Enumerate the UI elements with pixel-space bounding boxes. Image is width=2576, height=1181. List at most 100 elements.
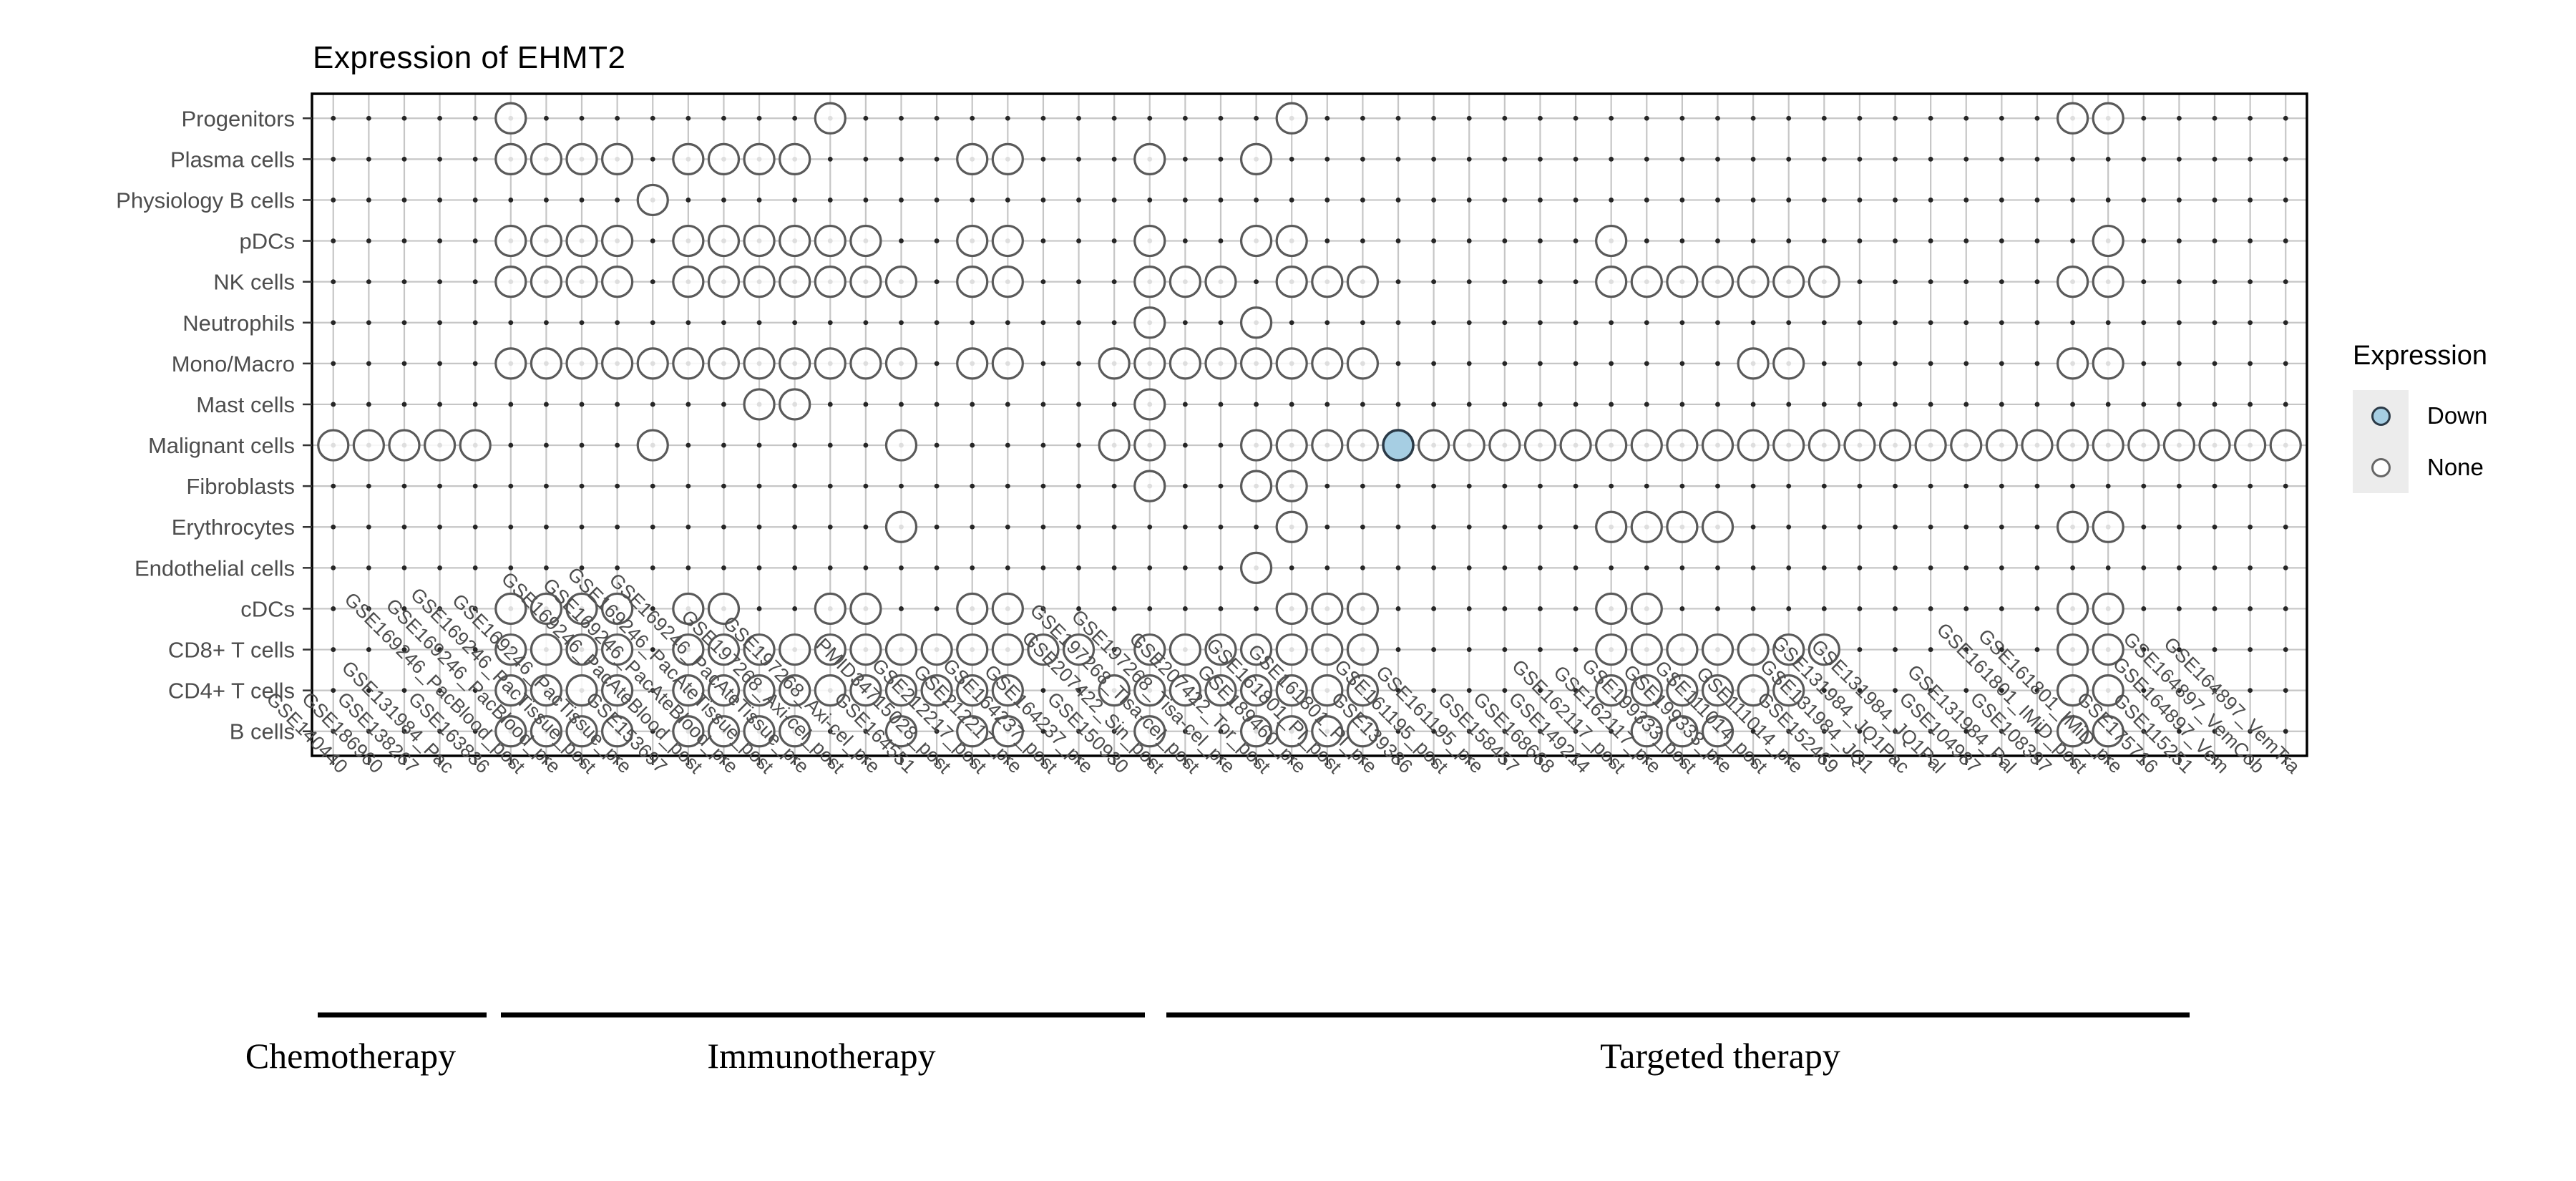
expression-dot-none[interactable] <box>565 674 598 707</box>
expression-dot-none[interactable] <box>707 592 741 626</box>
expression-dot-none[interactable] <box>849 224 882 258</box>
expression-dot-none[interactable] <box>884 510 918 543</box>
expression-dot-none[interactable] <box>1169 266 1201 298</box>
expression-dot-none[interactable] <box>2056 102 2089 135</box>
expression-dot-none[interactable] <box>1275 266 1308 298</box>
expression-dot-none[interactable] <box>1630 429 1663 462</box>
expression-dot-none[interactable] <box>884 347 918 380</box>
expression-dot-none[interactable] <box>1453 429 1485 462</box>
expression-dot-none[interactable] <box>1133 633 1166 666</box>
expression-dot-none[interactable] <box>1666 715 1699 748</box>
expression-dot-none[interactable] <box>743 142 776 175</box>
expression-dot-none[interactable] <box>1772 347 1805 380</box>
expression-dot-none[interactable] <box>1275 633 1308 666</box>
expression-dot-none[interactable] <box>884 633 918 666</box>
expression-dot-none[interactable] <box>707 347 741 380</box>
expression-dot-none[interactable] <box>1311 633 1344 666</box>
expression-dot-none[interactable] <box>1595 266 1628 298</box>
expression-dot-none[interactable] <box>743 266 776 298</box>
expression-dot-none[interactable] <box>991 347 1024 380</box>
expression-dot-none[interactable] <box>779 224 811 258</box>
expression-dot-none[interactable] <box>1133 470 1166 502</box>
expression-dot-none[interactable] <box>1701 266 1735 298</box>
expression-dot-none[interactable] <box>1630 633 1663 666</box>
expression-dot-none[interactable] <box>1133 224 1166 258</box>
expression-dot-none[interactable] <box>2056 429 2089 462</box>
expression-dot-none[interactable] <box>707 674 741 707</box>
expression-dot-none[interactable] <box>1275 674 1308 707</box>
expression-dot-none[interactable] <box>1701 429 1735 462</box>
expression-dot-none[interactable] <box>2269 429 2302 462</box>
expression-dot-none[interactable] <box>707 715 741 748</box>
expression-dot-none[interactable] <box>530 347 563 380</box>
expression-dot-none[interactable] <box>849 266 882 298</box>
expression-dot-none[interactable] <box>1807 633 1840 666</box>
expression-dot-none[interactable] <box>956 715 989 748</box>
expression-dot-none[interactable] <box>1666 266 1699 298</box>
expression-dot-none[interactable] <box>1737 347 1770 380</box>
expression-dot-none[interactable] <box>1418 429 1450 462</box>
expression-dot-none[interactable] <box>494 633 527 666</box>
expression-dot-none[interactable] <box>1630 510 1663 543</box>
expression-dot-none[interactable] <box>1701 633 1735 666</box>
expression-dot-none[interactable] <box>1275 224 1308 258</box>
expression-dot-none[interactable] <box>814 592 847 626</box>
expression-dot-none[interactable] <box>1239 551 1273 584</box>
expression-dot-none[interactable] <box>530 715 563 748</box>
legend-item-down[interactable]: Down <box>2353 390 2487 442</box>
expression-dot-none[interactable] <box>1737 429 1770 462</box>
expression-dot-none[interactable] <box>1737 266 1770 298</box>
expression-dot-none[interactable] <box>1133 347 1166 380</box>
expression-dot-none[interactable] <box>1772 429 1805 462</box>
expression-dot-none[interactable] <box>1346 715 1380 748</box>
legend-item-none[interactable]: None <box>2353 442 2487 493</box>
expression-dot-none[interactable] <box>565 633 598 666</box>
expression-dot-none[interactable] <box>565 224 598 258</box>
expression-dot-none[interactable] <box>1133 142 1166 175</box>
expression-dot-none[interactable] <box>530 266 563 298</box>
expression-dot-none[interactable] <box>1239 470 1273 502</box>
expression-dot-none[interactable] <box>459 429 492 462</box>
expression-dot-none[interactable] <box>884 266 918 298</box>
expression-dot-none[interactable] <box>2092 347 2124 380</box>
expression-dot-none[interactable] <box>743 633 776 666</box>
expression-dot-none[interactable] <box>991 142 1024 175</box>
expression-dot-none[interactable] <box>814 266 847 298</box>
expression-dot-none[interactable] <box>2092 633 2124 666</box>
expression-dot-none[interactable] <box>1666 429 1699 462</box>
expression-dot-none[interactable] <box>1595 674 1628 707</box>
expression-dot-none[interactable] <box>1346 347 1380 380</box>
expression-dot-none[interactable] <box>1311 715 1344 748</box>
expression-dot-none[interactable] <box>494 102 527 135</box>
expression-dot-none[interactable] <box>530 224 563 258</box>
expression-dot-none[interactable] <box>1737 674 1770 707</box>
expression-dot-none[interactable] <box>991 224 1024 258</box>
expression-dot-none[interactable] <box>849 633 882 666</box>
expression-dot-none[interactable] <box>1133 388 1166 421</box>
expression-dot-none[interactable] <box>1098 429 1131 462</box>
expression-dot-none[interactable] <box>2056 674 2089 707</box>
expression-dot-none[interactable] <box>1311 266 1344 298</box>
expression-dot-none[interactable] <box>2092 224 2124 258</box>
expression-dot-none[interactable] <box>1239 715 1273 748</box>
expression-dot-none[interactable] <box>1239 674 1273 707</box>
expression-dot-none[interactable] <box>2234 429 2267 462</box>
expression-dot-none[interactable] <box>672 266 705 298</box>
expression-dot-none[interactable] <box>565 715 598 748</box>
expression-dot-none[interactable] <box>2056 347 2089 380</box>
expression-dot-none[interactable] <box>1595 429 1628 462</box>
expression-dot-none[interactable] <box>1275 715 1308 748</box>
expression-dot-none[interactable] <box>530 592 563 626</box>
expression-dot-none[interactable] <box>920 674 953 707</box>
expression-dot-none[interactable] <box>423 429 457 462</box>
expression-dot-none[interactable] <box>1630 715 1663 748</box>
expression-dot-none[interactable] <box>530 142 563 175</box>
expression-dot-none[interactable] <box>956 142 989 175</box>
expression-dot-none[interactable] <box>991 633 1024 666</box>
expression-dot-none[interactable] <box>2092 674 2124 707</box>
expression-dot-none[interactable] <box>2056 633 2089 666</box>
expression-dot-none[interactable] <box>743 715 776 748</box>
expression-dot-none[interactable] <box>1346 674 1380 707</box>
expression-dot-none[interactable] <box>884 674 918 707</box>
expression-dot-none[interactable] <box>1239 633 1273 666</box>
